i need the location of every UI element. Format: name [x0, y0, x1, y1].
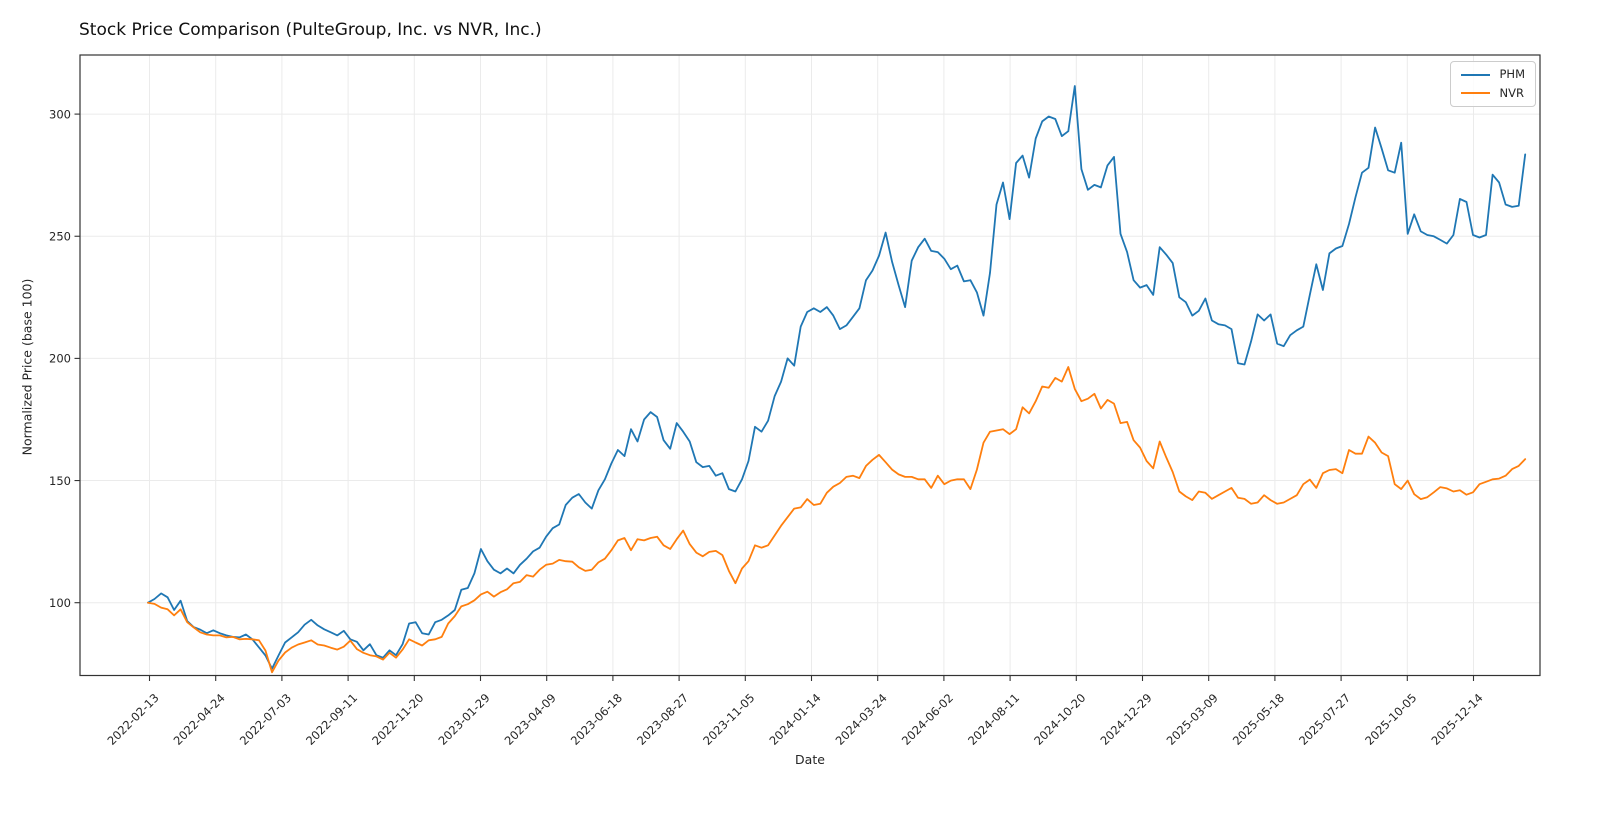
legend-entry-phm: PHM [1461, 67, 1525, 81]
x-tick-label: 2024-12-29 [1097, 691, 1154, 748]
y-tick-label: 150 [49, 474, 71, 488]
x-tick-label: 2022-09-11 [303, 691, 360, 748]
legend-label-phm: PHM [1499, 67, 1525, 81]
y-axis-label: Normalized Price (base 100) [19, 278, 35, 456]
x-tick-label: 2024-03-24 [833, 691, 890, 748]
axes-spines [79, 54, 1541, 677]
plot-background [80, 55, 1540, 676]
x-axis-label: Date [795, 752, 825, 767]
x-tick-label: 2025-07-27 [1296, 691, 1353, 748]
x-tick-label: 2024-01-14 [766, 691, 823, 748]
x-tick-label: 2022-04-24 [171, 691, 228, 748]
legend-entry-nvr: NVR [1461, 85, 1525, 100]
legend-label-nvr: NVR [1499, 85, 1524, 100]
y-tick-label: 100 [49, 596, 71, 610]
x-tick-label: 2025-10-05 [1362, 691, 1419, 748]
x-tick-label: 2022-02-13 [104, 691, 161, 748]
x-tick-label: 2025-03-09 [1164, 691, 1221, 748]
legend-line-swatch-nvr [1461, 92, 1491, 95]
x-tick-label: 2023-11-05 [700, 691, 757, 748]
x-tick-label: 2022-11-20 [369, 691, 426, 748]
x-tick-label: 2023-04-09 [502, 691, 559, 748]
x-tick-label: 2024-10-20 [1031, 691, 1088, 748]
y-tick-label: 300 [49, 107, 71, 121]
x-tick-label: 2023-06-18 [568, 691, 625, 748]
series-line-phm [147, 85, 1527, 670]
legend-line-swatch-phm [1461, 73, 1491, 76]
x-tick-label: 2025-12-14 [1428, 691, 1485, 748]
series-line-nvr [147, 366, 1527, 674]
x-tick-label: 2024-06-02 [899, 691, 956, 748]
x-tick-label: 2025-05-18 [1230, 691, 1287, 748]
x-tick-label: 2024-08-11 [965, 691, 1022, 748]
y-tick-label: 250 [49, 229, 71, 243]
chart-title: Stock Price Comparison (PulteGroup, Inc.… [79, 20, 542, 40]
legend: PHM NVR [1450, 61, 1536, 107]
x-tick-label: 2023-08-27 [634, 691, 691, 748]
x-tick-label: 2023-01-29 [435, 691, 492, 748]
x-tick-label: 2022-07-03 [237, 691, 294, 748]
y-tick-label: 200 [49, 352, 71, 366]
